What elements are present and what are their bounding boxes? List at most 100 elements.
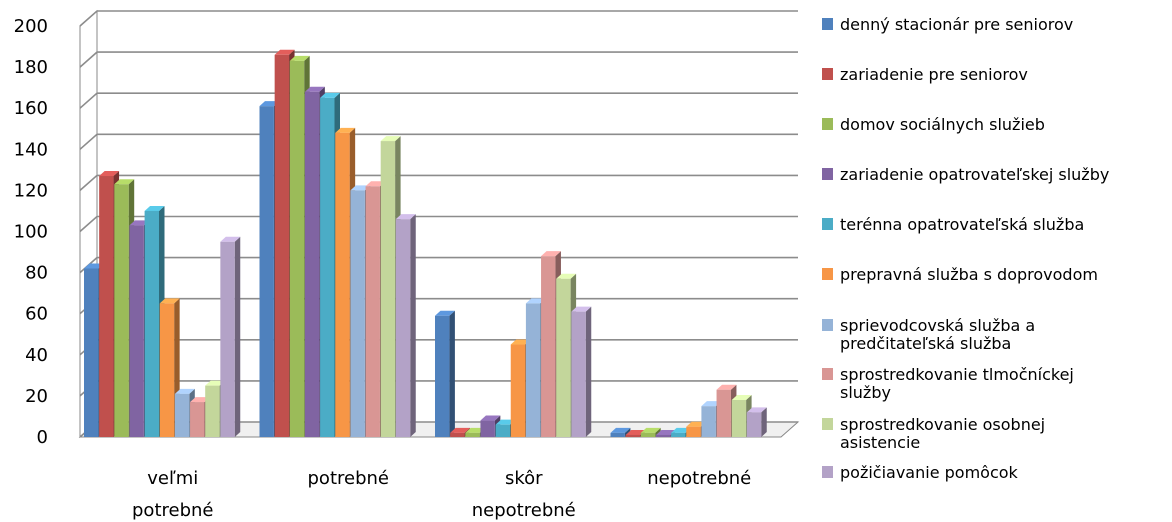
bar-front xyxy=(480,420,495,437)
bar-top xyxy=(205,380,226,386)
bar-front xyxy=(655,434,671,437)
bar-top xyxy=(320,92,340,98)
bar-top xyxy=(129,220,150,226)
bar-top xyxy=(686,421,707,427)
gridline xyxy=(79,92,798,109)
y-tick-label: 0 xyxy=(37,427,48,448)
y-tick-label: 180 xyxy=(14,57,48,78)
bar-top xyxy=(541,251,561,257)
bar-front xyxy=(731,400,747,437)
legend-label: terénna opatrovateľská služba xyxy=(840,215,1084,234)
legend-label: domov sociálnych služieb xyxy=(840,115,1045,134)
bar-top xyxy=(350,185,371,191)
legend-swatch xyxy=(822,418,833,430)
bar-top xyxy=(610,427,631,433)
legend: denný stacionár pre seniorov zariadenie p… xyxy=(822,15,1109,482)
bar-front xyxy=(289,60,305,438)
bar-top xyxy=(465,427,486,433)
bar-front xyxy=(571,311,586,437)
bar-front xyxy=(435,315,450,437)
legend-label: sprostredkovanie osobnej asistencie xyxy=(840,415,1045,452)
legend-item: sprievodcovská služba a predčitateľská sl… xyxy=(822,316,1035,353)
bar-top xyxy=(335,127,356,133)
bar-top xyxy=(99,171,120,177)
legend-label-line: predčitateľská služba xyxy=(840,334,1011,353)
legend-label-line: domov sociálnych služieb xyxy=(840,115,1045,134)
bar-top xyxy=(84,263,104,269)
legend-label-line: sprostredkovanie tlmočníckej xyxy=(840,365,1074,384)
bar-front xyxy=(395,219,411,437)
legend-swatch xyxy=(822,68,833,80)
bar-front xyxy=(129,225,144,437)
x-category-label: skôr nepotrebné xyxy=(472,468,576,521)
bar-front xyxy=(380,141,396,437)
y-tick-label: 80 xyxy=(25,263,48,284)
gridline xyxy=(79,133,798,150)
bar-top xyxy=(274,49,295,55)
x-category-label-line: potrebné xyxy=(308,468,389,489)
bar-front xyxy=(320,97,335,438)
legend-swatch xyxy=(822,368,833,380)
legend-label-line: asistencie xyxy=(840,433,920,452)
x-category-label-line: skôr xyxy=(505,468,543,489)
bar-front xyxy=(465,432,480,437)
bar-front xyxy=(701,406,716,437)
bar-side xyxy=(234,236,241,437)
bar-top xyxy=(190,397,210,403)
bar-front xyxy=(541,256,556,437)
bar-top xyxy=(655,429,676,435)
bar-front xyxy=(525,303,541,437)
gridline xyxy=(79,51,798,68)
y-tick-label: 120 xyxy=(14,180,48,201)
gridline xyxy=(79,215,798,233)
bar-front xyxy=(671,432,686,437)
bar-front xyxy=(99,176,114,437)
legend-label: sprostredkovanie tlmočníckej služby xyxy=(840,365,1074,402)
y-tick-label: 200 xyxy=(14,16,48,37)
bar-front xyxy=(350,190,365,437)
legend-swatch xyxy=(822,168,833,180)
bar-front xyxy=(205,385,220,437)
bar-top xyxy=(395,214,416,220)
bar-front xyxy=(716,389,731,437)
bar-top xyxy=(731,395,752,401)
legend-item: sprostredkovanie osobnej asistencie xyxy=(822,415,1045,452)
x-category-label: potrebné xyxy=(308,468,389,489)
bar-front xyxy=(190,402,205,437)
bar-front xyxy=(220,241,235,437)
legend-label-line: služby xyxy=(840,383,891,402)
bar-top xyxy=(746,407,767,413)
legend-label-line: sprostredkovanie osobnej xyxy=(840,415,1045,434)
legend-item: terénna opatrovateľská služba xyxy=(822,215,1084,234)
bar-top xyxy=(435,310,455,316)
bar-front xyxy=(114,184,129,437)
legend-item: požičiavanie pomôcok xyxy=(822,463,1019,482)
legend-item: zariadenie pre seniorov xyxy=(822,65,1028,84)
bar-front xyxy=(304,91,320,437)
bar-front xyxy=(335,132,350,438)
bar-top xyxy=(571,306,592,312)
x-category-label: nepotrebné xyxy=(647,468,751,489)
bar-top xyxy=(259,101,280,107)
legend-item: sprostredkovanie tlmočníckej služby xyxy=(822,365,1074,402)
bar-top xyxy=(640,427,661,433)
legend-swatch xyxy=(822,319,833,331)
gridline xyxy=(79,10,798,27)
bar-top xyxy=(220,236,241,242)
bar-side xyxy=(410,214,416,437)
bar-front xyxy=(556,278,571,437)
bar xyxy=(435,310,455,437)
bar-top xyxy=(625,429,646,435)
bar-side xyxy=(761,407,767,437)
legend-swatch xyxy=(822,18,833,30)
legend-label: denný stacionár pre seniorov xyxy=(840,15,1073,34)
y-tick-label: 40 xyxy=(25,345,48,366)
y-tick-label: 60 xyxy=(25,304,48,325)
bar-top xyxy=(114,179,135,185)
y-tick-label: 140 xyxy=(14,139,48,160)
bar xyxy=(701,401,722,437)
bar-top xyxy=(525,298,546,304)
legend-item: zariadenie opatrovateľskej služby xyxy=(822,165,1109,184)
bar-top xyxy=(380,136,401,142)
bar-top xyxy=(174,388,195,394)
